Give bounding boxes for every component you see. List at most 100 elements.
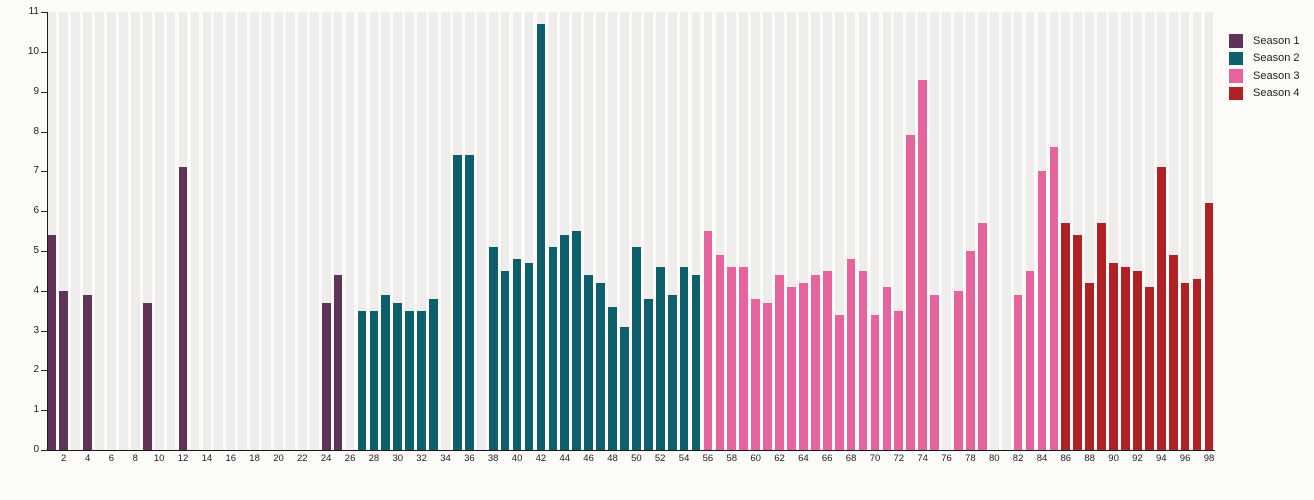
rating-bar[interactable] bbox=[632, 246, 641, 450]
x-axis-label: 68 bbox=[845, 453, 857, 464]
rating-bar[interactable] bbox=[1180, 282, 1190, 450]
rating-bar[interactable] bbox=[906, 135, 916, 450]
legend-item[interactable]: Season 2 bbox=[1229, 50, 1299, 68]
rating-bar[interactable] bbox=[1037, 171, 1047, 450]
rating-bar[interactable] bbox=[1156, 167, 1166, 450]
x-axis-label: 80 bbox=[989, 453, 1000, 464]
rating-bar[interactable] bbox=[1073, 235, 1083, 450]
rating-bar[interactable] bbox=[47, 235, 57, 450]
background-stripe bbox=[930, 12, 939, 450]
rating-bar[interactable] bbox=[1085, 282, 1095, 450]
rating-bar[interactable] bbox=[870, 314, 880, 450]
rating-bar[interactable] bbox=[512, 258, 522, 450]
rating-bar[interactable] bbox=[488, 246, 498, 450]
background-stripe bbox=[1085, 12, 1095, 450]
rating-bar[interactable] bbox=[560, 235, 570, 450]
rating-bar[interactable] bbox=[1121, 266, 1130, 450]
x-axis-label: 22 bbox=[297, 453, 308, 464]
rating-bar[interactable] bbox=[1192, 278, 1202, 450]
legend-item[interactable]: Season 1 bbox=[1229, 32, 1299, 50]
rating-bar[interactable] bbox=[142, 302, 152, 450]
rating-bar[interactable] bbox=[918, 79, 928, 450]
rating-bar[interactable] bbox=[608, 306, 617, 450]
rating-bar[interactable] bbox=[930, 294, 939, 450]
background-stripe bbox=[1168, 12, 1178, 450]
background-stripe bbox=[715, 12, 725, 450]
rating-bar[interactable] bbox=[321, 302, 331, 450]
rating-bar[interactable] bbox=[369, 310, 379, 450]
rating-bar[interactable] bbox=[333, 274, 343, 450]
rating-bar[interactable] bbox=[524, 262, 534, 450]
rating-bar[interactable] bbox=[465, 155, 474, 450]
y-axis-label: 8 bbox=[33, 125, 39, 137]
rating-bar[interactable] bbox=[1097, 223, 1106, 450]
rating-bar[interactable] bbox=[834, 314, 844, 450]
x-axis-label: 12 bbox=[177, 453, 189, 464]
rating-bar[interactable] bbox=[453, 155, 462, 450]
rating-bar[interactable] bbox=[858, 270, 868, 450]
rating-bar[interactable] bbox=[787, 286, 796, 450]
x-axis-label: 8 bbox=[132, 453, 138, 464]
rating-bar[interactable] bbox=[548, 246, 558, 450]
rating-bar[interactable] bbox=[178, 167, 188, 450]
rating-bar[interactable] bbox=[894, 310, 904, 450]
rating-bar[interactable] bbox=[381, 294, 391, 450]
x-axis-label: 18 bbox=[249, 453, 260, 464]
rating-bar[interactable] bbox=[59, 290, 69, 450]
background-stripe bbox=[405, 12, 415, 450]
rating-bar[interactable] bbox=[882, 286, 892, 450]
rating-bar[interactable] bbox=[655, 266, 665, 450]
rating-bar[interactable] bbox=[739, 266, 749, 450]
rating-bar[interactable] bbox=[405, 310, 415, 450]
rating-bar[interactable] bbox=[966, 250, 975, 450]
rating-bar[interactable] bbox=[500, 270, 510, 450]
background-stripe bbox=[47, 12, 57, 450]
background-stripe bbox=[1145, 12, 1154, 450]
rating-bar[interactable] bbox=[643, 298, 653, 450]
rating-bar[interactable] bbox=[584, 274, 594, 450]
rating-bar[interactable] bbox=[536, 23, 546, 450]
rating-bar[interactable] bbox=[1013, 294, 1023, 450]
rating-bar[interactable] bbox=[1109, 262, 1118, 450]
rating-bar[interactable] bbox=[977, 223, 987, 450]
rating-bar[interactable] bbox=[429, 298, 438, 450]
y-axis-label: 4 bbox=[33, 284, 39, 296]
rating-bar[interactable] bbox=[775, 274, 784, 450]
rating-bar[interactable] bbox=[715, 254, 725, 450]
rating-bar[interactable] bbox=[83, 294, 92, 450]
rating-bar[interactable] bbox=[822, 270, 832, 450]
background-stripe bbox=[142, 12, 152, 450]
rating-bar[interactable] bbox=[620, 326, 629, 450]
rating-bar[interactable] bbox=[751, 298, 761, 450]
rating-bar[interactable] bbox=[596, 282, 605, 450]
y-axis-tick bbox=[41, 370, 47, 372]
rating-bar[interactable] bbox=[691, 274, 701, 450]
rating-bar[interactable] bbox=[703, 231, 713, 450]
rating-bar[interactable] bbox=[954, 290, 963, 450]
rating-bar[interactable] bbox=[810, 274, 820, 450]
legend-item[interactable]: Season 3 bbox=[1229, 67, 1299, 85]
legend-item[interactable]: Season 4 bbox=[1229, 85, 1299, 103]
rating-bar[interactable] bbox=[1168, 254, 1178, 450]
rating-bar[interactable] bbox=[1049, 147, 1059, 450]
background-stripe bbox=[429, 12, 438, 450]
rating-bar[interactable] bbox=[1025, 270, 1035, 450]
rating-bar[interactable] bbox=[1204, 203, 1214, 450]
rating-bar[interactable] bbox=[727, 266, 737, 450]
rating-bar[interactable] bbox=[1061, 223, 1071, 450]
rating-bar[interactable] bbox=[357, 310, 367, 450]
x-axis-label: 90 bbox=[1108, 453, 1119, 464]
rating-bar[interactable] bbox=[393, 302, 403, 450]
rating-bar[interactable] bbox=[667, 294, 677, 450]
rating-bar[interactable] bbox=[417, 310, 426, 450]
rating-bar[interactable] bbox=[846, 258, 856, 450]
rating-bar[interactable] bbox=[799, 282, 808, 450]
rating-bar[interactable] bbox=[679, 266, 689, 450]
background-stripe bbox=[632, 12, 641, 450]
rating-bar[interactable] bbox=[572, 231, 582, 450]
rating-bar[interactable] bbox=[763, 302, 772, 450]
rating-bar[interactable] bbox=[1133, 270, 1142, 450]
x-axis-label: 64 bbox=[798, 453, 809, 464]
rating-bar[interactable] bbox=[1145, 286, 1154, 450]
